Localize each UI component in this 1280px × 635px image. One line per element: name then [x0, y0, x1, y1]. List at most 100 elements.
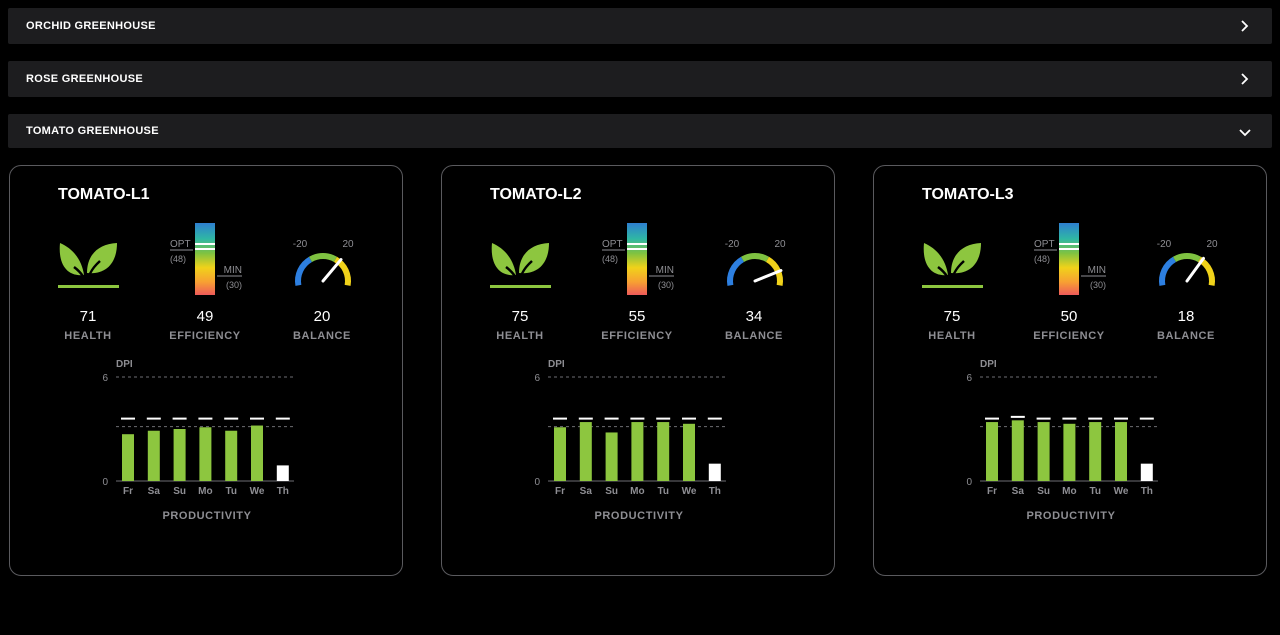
opt-value: (48): [170, 254, 186, 264]
gauge-max-label: 20: [1206, 239, 1218, 250]
x-tick-label: Tu: [225, 486, 236, 497]
chart-bar[interactable]: [605, 432, 618, 481]
chevron-right-icon: [1241, 20, 1249, 32]
gauge-needle: [321, 258, 343, 283]
leaf-icon: [58, 243, 119, 288]
productivity-chart: 6 0 DPI PRODUCTIVITY Fr Sa Su Mo Tu We Th: [966, 359, 1158, 522]
gauge-min-label: -20: [293, 239, 308, 250]
gauge-needle: [753, 269, 783, 283]
efficiency-meter: OPT (48) MIN (30): [602, 223, 674, 295]
card-metrics: OPT (48) MIN (30) -20 20 75 HEALTH 50 EFFICIENCY 1…: [922, 223, 1218, 522]
accordion-orchid-greenhouse[interactable]: ORCHID GREENHOUSE: [8, 8, 1272, 44]
y-min-tick: 0: [534, 477, 540, 488]
gauge-max-label: 20: [774, 239, 786, 250]
efficiency-meter: OPT (48) MIN (30): [1034, 223, 1106, 295]
chart-bar[interactable]: [122, 434, 134, 481]
chart-bar[interactable]: [225, 430, 238, 481]
x-tick-label: Mo: [1062, 486, 1076, 497]
chevron-down-icon: [1239, 129, 1251, 137]
productivity-chart: 6 0 DPI PRODUCTIVITY Fr Sa Su Mo Tu We Th: [534, 359, 726, 522]
y-axis-label: DPI: [548, 359, 565, 370]
chart-bar[interactable]: [1037, 422, 1050, 481]
x-tick-label: We: [1114, 486, 1129, 497]
chart-bar[interactable]: [708, 463, 721, 481]
card-title: TOMATO-L3: [922, 186, 1014, 203]
x-tick-label: Fr: [555, 486, 565, 497]
chart-bar[interactable]: [579, 422, 592, 481]
x-tick-label: Fr: [987, 486, 997, 497]
y-max-tick: 6: [102, 373, 108, 384]
min-label: MIN: [656, 265, 674, 276]
chart-bar[interactable]: [199, 427, 212, 481]
balance-value: 18: [1178, 308, 1195, 325]
opt-label: OPT: [170, 239, 191, 250]
balance-label: BALANCE: [293, 330, 351, 342]
chart-bar[interactable]: [554, 427, 566, 481]
chart-bar[interactable]: [276, 465, 289, 481]
y-axis-label: DPI: [980, 359, 997, 370]
x-tick-label: Su: [1037, 486, 1050, 497]
efficiency-label: EFFICIENCY: [169, 330, 240, 342]
zone-card[interactable]: TOMATO-L2 OPT (48) MIN (30) -20 20 75 HEALTH 55 EF…: [441, 165, 835, 576]
balance-label: BALANCE: [1157, 330, 1215, 342]
x-tick-label: Tu: [1089, 486, 1100, 497]
x-tick-label: Th: [277, 486, 289, 497]
x-tick-label: Su: [605, 486, 618, 497]
x-tick-label: Sa: [148, 486, 161, 497]
accordion-label: ORCHID GREENHOUSE: [26, 20, 156, 32]
x-axis-label: PRODUCTIVITY: [594, 510, 683, 522]
card-title: TOMATO-L2: [490, 186, 582, 203]
gauge-needle: [1185, 256, 1205, 283]
y-axis-label: DPI: [116, 359, 133, 370]
accordion-tomato-greenhouse[interactable]: TOMATO GREENHOUSE: [8, 114, 1272, 148]
accordion-label: TOMATO GREENHOUSE: [26, 125, 159, 137]
x-axis-label: PRODUCTIVITY: [162, 510, 251, 522]
gauge-min-label: -20: [1157, 239, 1172, 250]
chart-bar[interactable]: [683, 423, 695, 481]
min-label: MIN: [1088, 265, 1106, 276]
y-min-tick: 0: [102, 477, 108, 488]
accordion-rose-greenhouse[interactable]: ROSE GREENHOUSE: [8, 61, 1272, 97]
efficiency-meter: OPT (48) MIN (30): [170, 223, 242, 295]
chart-bar[interactable]: [631, 422, 644, 481]
chart-bar[interactable]: [1063, 423, 1076, 481]
health-label: HEALTH: [496, 330, 543, 342]
min-value: (30): [1090, 280, 1106, 290]
accordion-label: ROSE GREENHOUSE: [26, 73, 143, 85]
balance-label: BALANCE: [725, 330, 783, 342]
health-label: HEALTH: [64, 330, 111, 342]
chart-bar[interactable]: [1011, 420, 1024, 481]
opt-value: (48): [602, 254, 618, 264]
chart-bar[interactable]: [251, 425, 263, 481]
x-tick-label: Sa: [580, 486, 593, 497]
x-tick-label: We: [250, 486, 265, 497]
productivity-chart: 6 0 DPI PRODUCTIVITY Fr Sa Su Mo Tu We Th: [102, 359, 294, 522]
chart-bar[interactable]: [147, 430, 160, 481]
chart-bar[interactable]: [1115, 422, 1127, 481]
health-value: 75: [512, 308, 529, 325]
chart-bar[interactable]: [173, 429, 186, 481]
min-value: (30): [658, 280, 674, 290]
chart-bar[interactable]: [986, 422, 998, 481]
efficiency-value: 50: [1061, 308, 1078, 325]
health-value: 71: [80, 308, 97, 325]
x-tick-label: Tu: [657, 486, 668, 497]
balance-value: 20: [314, 308, 331, 325]
efficiency-value: 55: [629, 308, 646, 325]
y-max-tick: 6: [966, 373, 972, 384]
health-value: 75: [944, 308, 961, 325]
chevron-right-icon: [1241, 73, 1249, 85]
chart-bar[interactable]: [657, 422, 670, 481]
x-tick-label: Mo: [630, 486, 644, 497]
chart-bar[interactable]: [1089, 422, 1102, 481]
min-label: MIN: [224, 265, 242, 276]
zone-card[interactable]: TOMATO-L1 OPT (48) MIN (30) -20 20 71 HEALTH 49 EF…: [9, 165, 403, 576]
balance-gauge: -20 20: [1157, 239, 1218, 286]
min-value: (30): [226, 280, 242, 290]
x-tick-label: Th: [1141, 486, 1153, 497]
chart-bar[interactable]: [1140, 463, 1153, 481]
card-title: TOMATO-L1: [58, 186, 150, 203]
gauge-min-label: -20: [725, 239, 740, 250]
card-metrics: OPT (48) MIN (30) -20 20 75 HEALTH 55 EFFICIENCY 3…: [490, 223, 786, 522]
zone-card[interactable]: TOMATO-L3 OPT (48) MIN (30) -20 20 75 HEALTH 50 EF…: [873, 165, 1267, 576]
